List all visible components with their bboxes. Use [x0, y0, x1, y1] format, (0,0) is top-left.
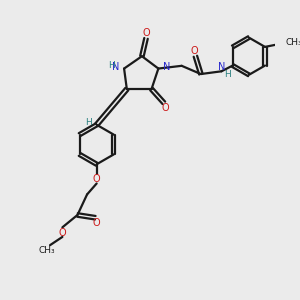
Text: CH₃: CH₃ [285, 38, 300, 47]
Text: CH₃: CH₃ [39, 246, 56, 255]
Text: H: H [85, 118, 92, 127]
Text: H: H [224, 70, 231, 79]
Text: N: N [163, 62, 171, 72]
Text: O: O [93, 174, 100, 184]
Text: O: O [58, 228, 66, 238]
Text: O: O [143, 28, 150, 38]
Text: O: O [161, 103, 169, 113]
Text: O: O [92, 218, 100, 228]
Text: O: O [190, 46, 198, 56]
Text: N: N [218, 62, 226, 72]
Text: N: N [112, 62, 119, 72]
Text: H: H [108, 61, 115, 70]
